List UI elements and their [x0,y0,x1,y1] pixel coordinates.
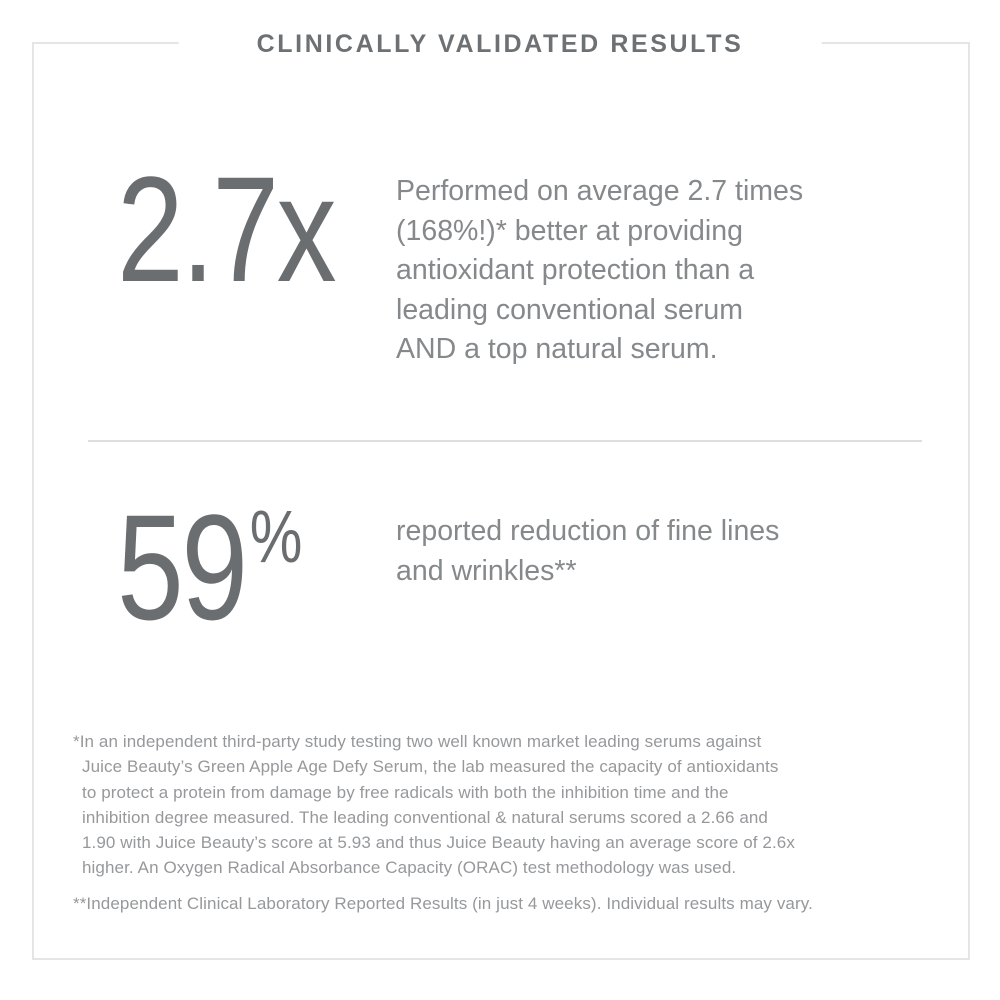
stat-number: 59 [117,483,248,651]
description-line: reported reduction of fine lines [396,515,780,547]
section-divider [88,440,922,442]
description-line: Performed on average 2.7 times [396,175,804,207]
stat-description-antioxidant: Performed on average 2.7 times (168%!)* … [396,172,803,370]
stat-description-wrinkles: reported reduction of fine lines and wri… [396,512,779,591]
description-line: and wrinkles** [396,554,577,587]
footnote-line: Juice Beauty’s Green Apple Age Defy Seru… [82,757,779,777]
footnote-study-details: *In an independent third-party study tes… [73,729,813,881]
stat-value-antioxidant: 2.7x [117,145,337,313]
percent-sign: % [249,495,303,578]
description-line: AND a top natural serum. [396,333,718,365]
footnote-line: higher. An Oxygen Radical Absorbance Cap… [82,858,737,878]
footnote-line: inhibition degree measured. The leading … [82,807,768,827]
footnote-line: 1.90 with Juice Beauty’s score at 5.93 a… [82,833,795,853]
footnote-line: *In an independent third-party study tes… [73,732,762,751]
page-title: CLINICALLY VALIDATED RESULTS [178,30,822,59]
footnote-lab-results: **Independent Clinical Laboratory Report… [73,891,813,916]
footnote-line: to protect a protein from damage by free… [82,782,729,802]
description-line: antioxidant protection than a [396,254,755,286]
footnotes-block: *In an independent third-party study tes… [73,729,813,916]
description-line: (168%!)* better at providing [396,214,743,247]
footnote-line: **Independent Clinical Laboratory Report… [73,893,813,913]
stat-value-wrinkles: 59% [117,492,302,642]
description-line: leading conventional serum [396,293,743,326]
